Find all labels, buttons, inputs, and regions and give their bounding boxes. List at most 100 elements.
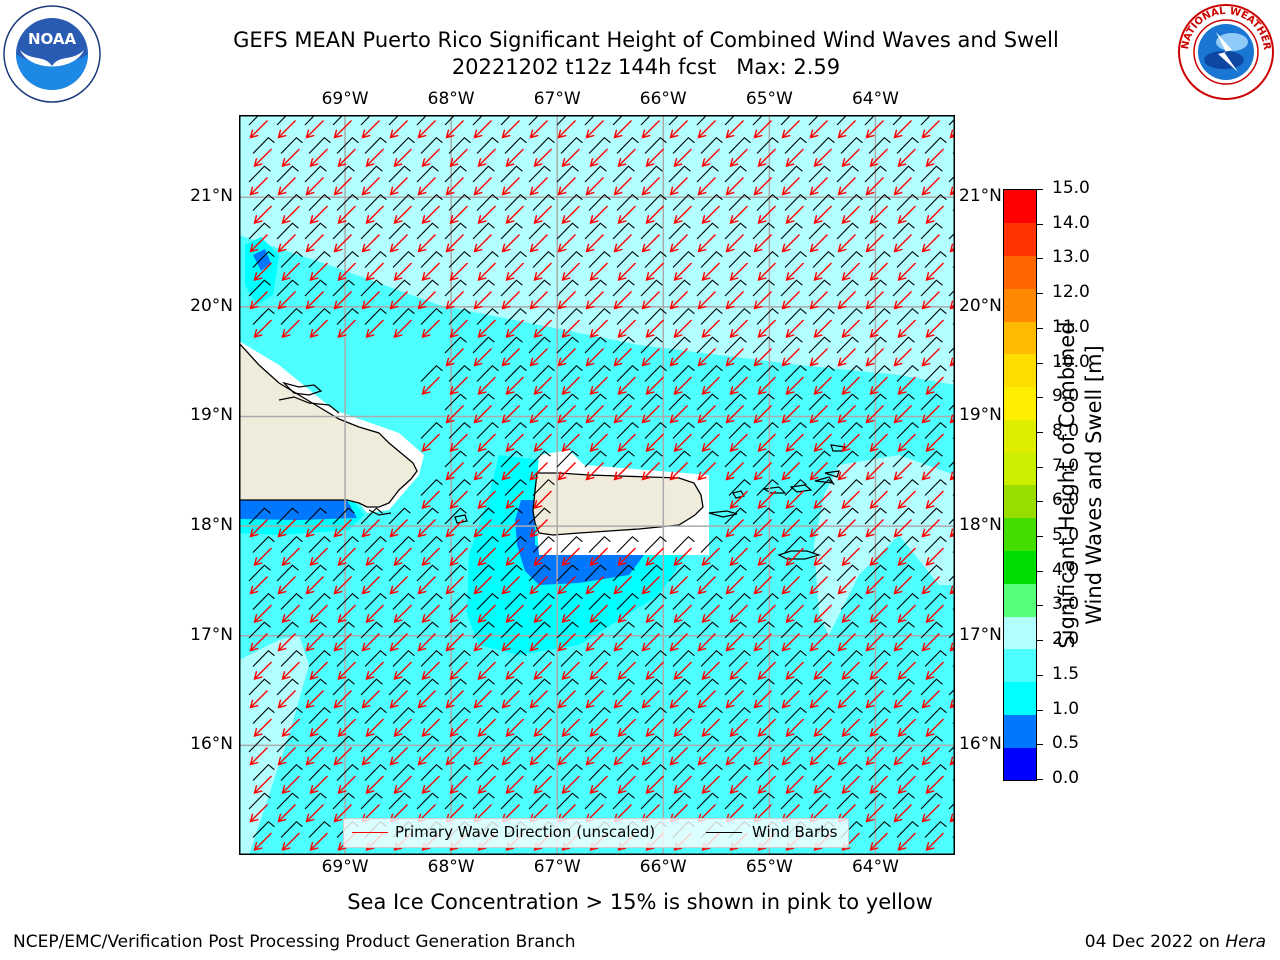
wind-barb (756, 763, 779, 781)
wave-direction-arrow (389, 633, 408, 652)
wave-direction-arrow (253, 319, 272, 338)
wave-direction-arrow (725, 690, 744, 709)
wave-direction-arrow (585, 348, 604, 367)
wind-barb (532, 250, 555, 268)
wind-barb (784, 535, 807, 553)
wave-direction-arrow (333, 804, 352, 823)
wave-direction-arrow (277, 291, 296, 310)
wave-direction-arrow (613, 405, 632, 424)
wave-direction-arrow (421, 775, 440, 794)
colorbar-tick-label: 0.5 (1052, 733, 1080, 754)
wave-direction-arrow (729, 718, 748, 737)
wind-barb (836, 336, 859, 354)
wind-barb (584, 678, 607, 696)
wind-barb (640, 393, 663, 411)
wave-direction-arrow (281, 775, 300, 794)
colorbar-segment (1004, 616, 1036, 650)
wind-barb (528, 115, 540, 126)
colorbar-tick-mark (1037, 744, 1043, 746)
wind-barb (640, 336, 663, 354)
wave-direction-arrow (753, 348, 772, 367)
wind-barb (780, 165, 803, 183)
wind-barb (448, 421, 471, 439)
culebra-island (732, 490, 745, 499)
wind-barb (756, 364, 779, 382)
colorbar-tick-label: 1.5 (1052, 663, 1080, 684)
wind-barb (756, 592, 779, 610)
wind-barb (920, 393, 943, 411)
wave-direction-arrow (309, 604, 328, 623)
wave-direction-arrow (813, 319, 832, 338)
wave-direction-arrow (785, 547, 804, 566)
wind-barb (836, 678, 859, 696)
wave-direction-arrow (309, 775, 328, 794)
wind-barb (616, 649, 639, 667)
wind-barb (752, 507, 775, 525)
wave-direction-arrow (333, 519, 352, 538)
wind-barb (644, 307, 667, 325)
wave-direction-arrow (505, 547, 524, 566)
wave-direction-arrow (813, 205, 832, 224)
vieques-island (708, 510, 738, 518)
wave-direction-arrow (869, 832, 888, 851)
wind-barb (528, 792, 551, 810)
wind-barb (472, 165, 495, 183)
wave-direction-arrow (757, 490, 776, 509)
wave-direction-arrow (361, 576, 380, 595)
wind-barb (360, 222, 383, 240)
wave-direction-arrow (837, 177, 856, 196)
colorbar-tick-label: 9.0 (1052, 386, 1080, 407)
wave-direction-arrow (673, 661, 692, 680)
wave-direction-arrow (921, 747, 940, 766)
wave-direction-arrow (869, 376, 888, 395)
wind-barb (472, 735, 495, 753)
wind-barb (724, 450, 747, 468)
wind-barb (336, 763, 359, 781)
wind-barb (756, 307, 779, 325)
wave-direction-arrow (277, 804, 296, 823)
wind-barb (864, 564, 887, 582)
wave-direction-arrow (813, 661, 832, 680)
wave-direction-arrow (305, 804, 324, 823)
wind-barb (472, 115, 484, 126)
wind-barb (556, 279, 579, 297)
wind-barb (392, 592, 415, 610)
wave-direction-arrow (501, 234, 520, 253)
wave-direction-arrow (449, 148, 468, 167)
wind-barb (700, 250, 723, 268)
wind-barb (336, 307, 359, 325)
footer-date: 04 Dec 2022 on Hera (1085, 932, 1266, 952)
wind-barb (248, 621, 271, 639)
wave-direction-arrow (949, 300, 955, 310)
noaa-logo: NOAA (2, 4, 102, 104)
wind-barb (560, 307, 583, 325)
wind-barb (644, 706, 667, 724)
wind-barb (644, 136, 667, 154)
wind-barb (780, 735, 803, 753)
wave-direction-arrow (337, 775, 356, 794)
wave-direction-arrow (529, 633, 548, 652)
wind-barb (252, 307, 275, 325)
wave-direction-arrow (669, 405, 688, 424)
wind-barb (500, 222, 523, 240)
wave-direction-arrow (925, 205, 944, 224)
wind-barb (304, 165, 327, 183)
wave-direction-arrow (645, 262, 664, 281)
wave-direction-arrow (673, 319, 692, 338)
wind-barb (640, 222, 663, 240)
wind-barb (248, 564, 271, 582)
wind-barb (392, 193, 415, 211)
wind-barb (388, 507, 411, 525)
wind-barb (784, 763, 807, 781)
wind-barb (532, 136, 555, 154)
wind-barb (588, 250, 611, 268)
wind-barb (504, 763, 527, 781)
colorbar-tick-label: 4.0 (1052, 559, 1080, 580)
wave-direction-arrow (869, 775, 888, 794)
wave-direction-arrow (949, 642, 955, 652)
wind-barb (444, 165, 467, 183)
wind-barb (640, 115, 652, 126)
colorbar-tick-mark (1037, 674, 1043, 676)
wind-barb (420, 421, 443, 439)
wind-barb (892, 222, 915, 240)
